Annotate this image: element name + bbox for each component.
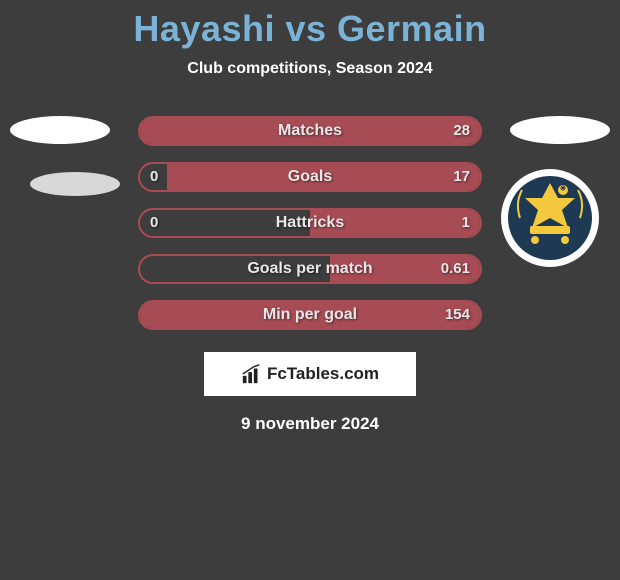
stat-right-value: 154 — [445, 302, 470, 328]
stat-row: Matches28 — [138, 116, 482, 146]
right-player-decor — [510, 116, 610, 144]
fctables-logo-text: FcTables.com — [267, 364, 379, 384]
stat-right-value: 28 — [453, 118, 470, 144]
fctables-logo[interactable]: FcTables.com — [204, 352, 416, 396]
stat-row: Min per goal154 — [138, 300, 482, 330]
stat-label: Goals per match — [140, 256, 480, 282]
stat-right-value: 17 — [453, 164, 470, 190]
stat-row: 0Goals17 — [138, 162, 482, 192]
left-player-decor — [10, 116, 120, 196]
stat-label: Min per goal — [140, 302, 480, 328]
stat-label: Matches — [140, 118, 480, 144]
comparison-title: Hayashi vs Germain — [0, 0, 620, 50]
left-ellipse-2 — [30, 172, 120, 196]
right-ellipse — [510, 116, 610, 144]
comparison-subtitle: Club competitions, Season 2024 — [0, 60, 620, 78]
stat-label: Goals — [140, 164, 480, 190]
stat-label: Hattricks — [140, 210, 480, 236]
stat-row: 0Hattricks1 — [138, 208, 482, 238]
stats-area: Matches28 0Goals17 0Hattricks1 Goals per ma… — [0, 116, 620, 330]
stat-right-value: 1 — [462, 210, 470, 236]
left-ellipse-1 — [10, 116, 110, 144]
date-text: 9 november 2024 — [0, 414, 620, 434]
stat-right-value: 0.61 — [441, 256, 470, 282]
chart-icon — [241, 363, 263, 385]
club-badge-icon — [500, 168, 600, 268]
stat-row: Goals per match0.61 — [138, 254, 482, 284]
